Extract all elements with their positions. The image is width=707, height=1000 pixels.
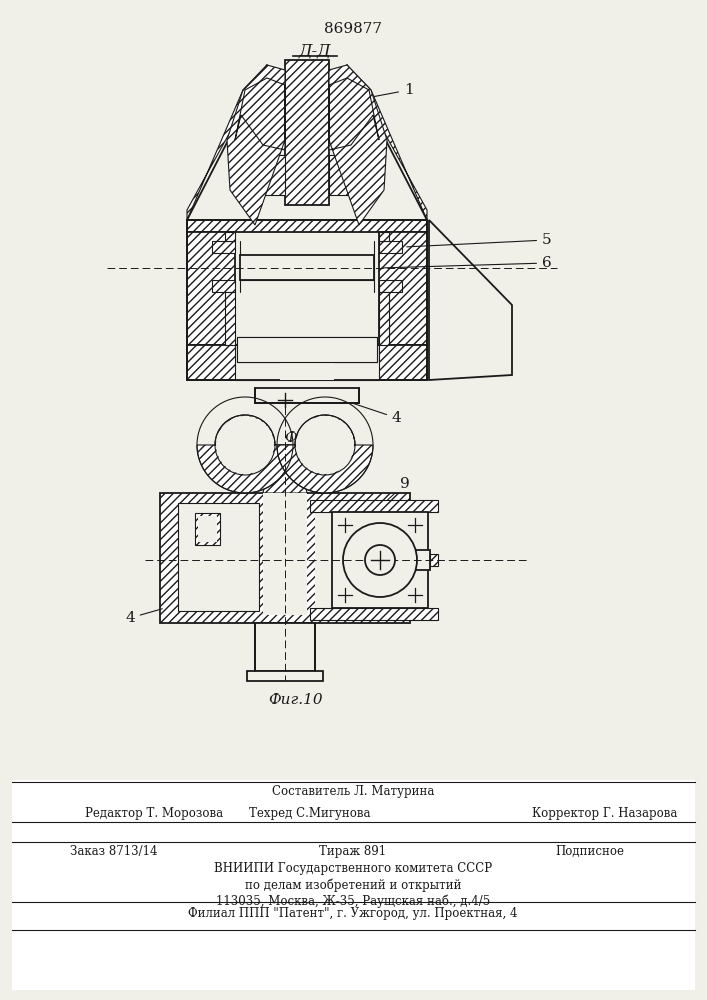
Bar bbox=[235, 345, 379, 380]
Bar bbox=[12, 780, 695, 990]
Polygon shape bbox=[347, 65, 427, 220]
Text: Е-Е: Е-Е bbox=[303, 443, 333, 460]
Bar bbox=[315, 503, 398, 611]
Bar bbox=[212, 280, 235, 292]
Bar bbox=[379, 280, 402, 292]
Bar bbox=[310, 500, 438, 512]
Bar bbox=[187, 232, 235, 345]
Text: 113035, Москва, Ж-35, Раущская наб., д.4/5: 113035, Москва, Ж-35, Раущская наб., д.4… bbox=[216, 894, 490, 908]
Bar bbox=[198, 516, 217, 542]
Text: Филиал ППП "Патент", г. Ужгород, ул. Проектная, 4: Филиал ППП "Патент", г. Ужгород, ул. Про… bbox=[188, 907, 518, 920]
Bar bbox=[212, 241, 235, 253]
Text: Заказ 8713/14: Заказ 8713/14 bbox=[70, 845, 158, 858]
Text: 6: 6 bbox=[382, 256, 551, 270]
Bar bbox=[225, 232, 235, 241]
Text: Фиг.10: Фиг.10 bbox=[268, 693, 322, 707]
Text: Подписное: Подписное bbox=[556, 845, 624, 858]
Circle shape bbox=[365, 545, 395, 575]
Text: 4: 4 bbox=[339, 399, 402, 425]
Bar bbox=[332, 512, 428, 608]
Polygon shape bbox=[329, 65, 387, 225]
Bar bbox=[410, 550, 430, 570]
Bar bbox=[285, 60, 329, 205]
Circle shape bbox=[343, 523, 417, 597]
Bar bbox=[187, 345, 427, 380]
Bar bbox=[329, 155, 349, 195]
Bar bbox=[225, 292, 235, 345]
Circle shape bbox=[216, 416, 274, 474]
Text: Составитель Л. Матурина: Составитель Л. Матурина bbox=[271, 785, 434, 798]
Bar bbox=[379, 232, 427, 345]
Text: 9: 9 bbox=[382, 477, 410, 505]
Text: 1: 1 bbox=[332, 83, 414, 104]
Text: Тираж 891: Тираж 891 bbox=[320, 845, 387, 858]
Text: Техред С.Мигунова: Техред С.Мигунова bbox=[250, 807, 370, 820]
Bar bbox=[379, 292, 389, 345]
Bar bbox=[187, 220, 427, 232]
Text: 5: 5 bbox=[407, 233, 551, 247]
Polygon shape bbox=[187, 65, 267, 220]
Text: Редактор Т. Морозова: Редактор Т. Морозова bbox=[85, 807, 223, 820]
Bar bbox=[160, 493, 410, 623]
Bar bbox=[263, 493, 307, 615]
Text: Фиг.9: Фиг.9 bbox=[284, 431, 329, 445]
Polygon shape bbox=[277, 415, 373, 493]
Polygon shape bbox=[197, 415, 293, 493]
Circle shape bbox=[296, 416, 354, 474]
Bar bbox=[310, 608, 438, 620]
Bar bbox=[255, 623, 315, 671]
Bar bbox=[255, 388, 359, 403]
Text: по делам изобретений и открытий: по делам изобретений и открытий bbox=[245, 878, 461, 892]
Bar bbox=[265, 155, 285, 195]
Bar bbox=[237, 337, 377, 362]
Bar bbox=[240, 255, 374, 280]
Bar bbox=[379, 232, 389, 241]
Bar bbox=[379, 241, 402, 253]
Bar bbox=[430, 554, 438, 566]
Bar bbox=[247, 671, 323, 681]
Bar bbox=[280, 340, 334, 380]
Text: 4: 4 bbox=[125, 609, 163, 625]
Text: ВНИИПИ Государственного комитета СССР: ВНИИПИ Государственного комитета СССР bbox=[214, 862, 492, 875]
Polygon shape bbox=[227, 65, 285, 225]
Bar bbox=[178, 503, 259, 611]
Text: 869877: 869877 bbox=[324, 22, 382, 36]
Polygon shape bbox=[429, 220, 512, 380]
Text: Корректор Г. Назарова: Корректор Г. Назарова bbox=[532, 807, 678, 820]
Bar bbox=[195, 513, 220, 545]
Polygon shape bbox=[263, 445, 307, 493]
Text: Д-Д: Д-Д bbox=[298, 42, 332, 59]
